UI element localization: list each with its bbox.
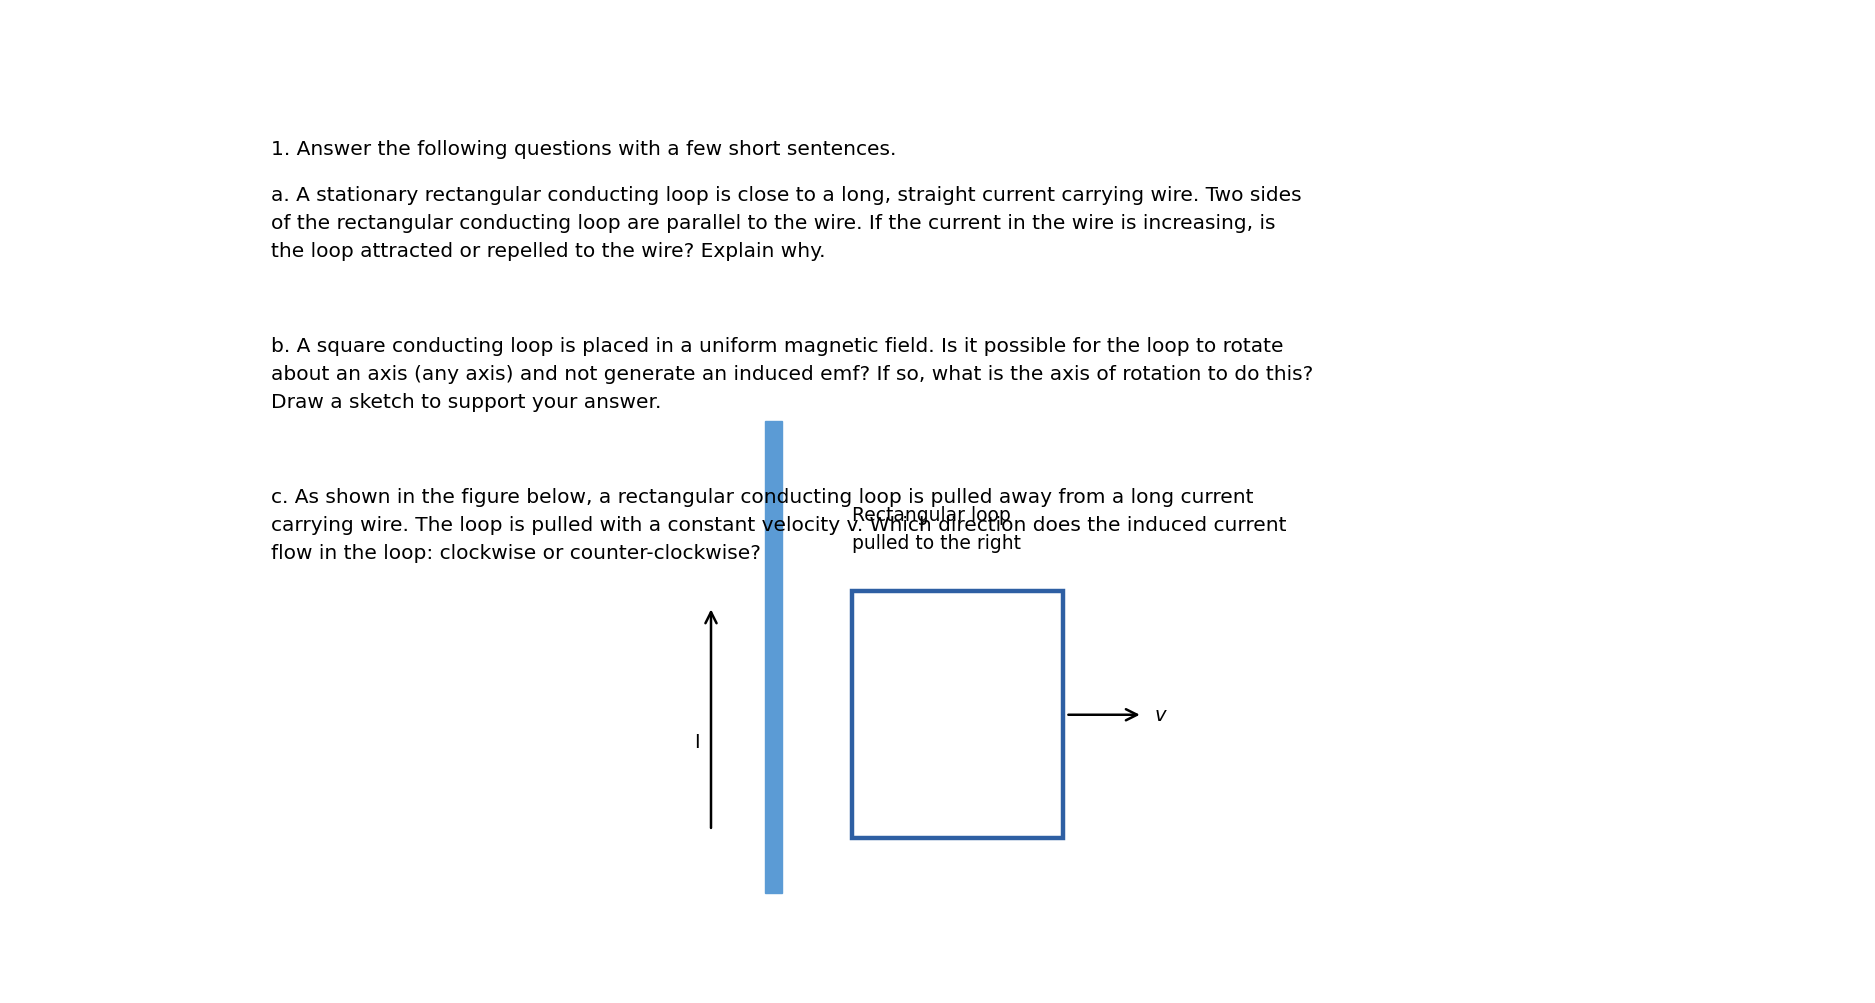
Text: b. A square conducting loop is placed in a uniform magnetic field. Is it possibl: b. A square conducting loop is placed in… xyxy=(270,337,1312,411)
Text: c. As shown in the figure below, a rectangular conducting loop is pulled away fr: c. As shown in the figure below, a recta… xyxy=(270,487,1286,562)
Text: Rectangular loop
pulled to the right: Rectangular loop pulled to the right xyxy=(851,506,1022,553)
Bar xyxy=(765,421,782,893)
Text: 1. Answer the following questions with a few short sentences.: 1. Answer the following questions with a… xyxy=(270,139,896,158)
Text: a. A stationary rectangular conducting loop is close to a long, straight current: a. A stationary rectangular conducting l… xyxy=(270,186,1301,261)
Text: I: I xyxy=(694,732,699,751)
Text: v: v xyxy=(1155,705,1166,724)
Bar xyxy=(851,592,1063,839)
